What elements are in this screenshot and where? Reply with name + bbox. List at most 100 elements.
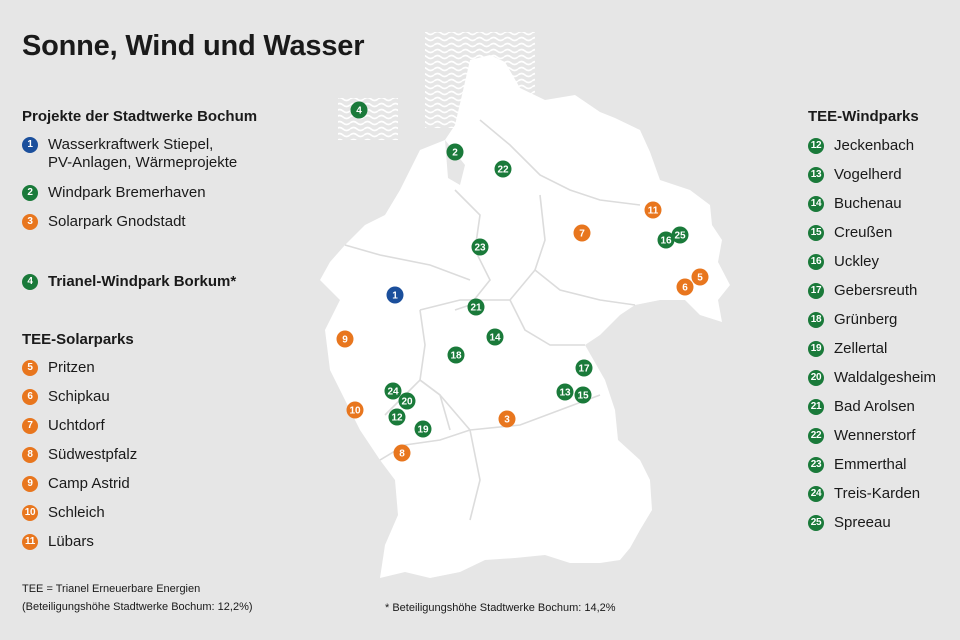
list-item: 8 Südwestpfalz: [22, 446, 137, 464]
marker-circle: [644, 201, 662, 219]
stadtwerke-list: 1 Wasserkraftwerk Stiepel, PV-Anlagen, W…: [22, 136, 237, 231]
item-label: Zellertal: [834, 340, 888, 357]
marker-number: 25: [674, 231, 686, 242]
item-label: Creußen: [834, 224, 893, 241]
marker-circle: [393, 444, 411, 462]
list-item: 7 Uchtdorf: [22, 417, 137, 435]
list-item: 3 Solarpark Gnodstadt: [22, 213, 237, 231]
marker-circle: [676, 278, 694, 296]
marker-number: 7: [579, 229, 585, 240]
marker-badge: 22: [808, 428, 824, 444]
tee-footnote: TEE = Trianel Erneuerbare Energien (Bete…: [22, 580, 253, 616]
marker-circle: [657, 231, 675, 249]
marker-circle: [556, 383, 574, 401]
list-item: 11 Lübars: [22, 533, 137, 551]
list-item: 13 Vogelherd: [808, 166, 936, 184]
marker-number: 14: [489, 333, 501, 344]
marker-badge: 5: [22, 360, 38, 376]
item-label: Waldalgesheim: [834, 369, 936, 386]
map-marker: 14: [486, 328, 504, 346]
list-item: 25 Spreeau: [808, 514, 936, 532]
list-item: 20 Waldalgesheim: [808, 369, 936, 387]
marker-badge: 20: [808, 370, 824, 386]
marker-number: 17: [578, 364, 590, 375]
map-marker: 7: [573, 224, 591, 242]
map-marker: 15: [574, 386, 592, 404]
map-marker: 13: [556, 383, 574, 401]
map-marker: 4: [350, 101, 368, 119]
marker-circle: [498, 410, 516, 428]
sea-area-west: [338, 98, 398, 140]
marker-circle: [573, 224, 591, 242]
marker-badge: 18: [808, 312, 824, 328]
map-marker: 16: [657, 231, 675, 249]
map-marker: 5: [691, 268, 709, 286]
marker-badge: 25: [808, 515, 824, 531]
list-item: 12 Jeckenbach: [808, 137, 936, 155]
map-marker: 21: [467, 298, 485, 316]
marker-circle: [398, 392, 416, 410]
list-item: 1 Wasserkraftwerk Stiepel, PV-Anlagen, W…: [22, 136, 237, 172]
marker-number: 4: [356, 106, 362, 117]
map-marker: 11: [644, 201, 662, 219]
marker-badge: 2: [22, 185, 38, 201]
marker-badge: 14: [808, 196, 824, 212]
map-marker: 12: [388, 408, 406, 426]
list-item: 24 Treis-Karden: [808, 485, 936, 503]
marker-number: 16: [660, 236, 672, 247]
marker-circle: [575, 359, 593, 377]
marker-badge: 1: [22, 137, 38, 153]
marker-circle: [336, 330, 354, 348]
marker-circle: [386, 286, 404, 304]
marker-badge: 10: [22, 505, 38, 521]
marker-badge: 4: [22, 274, 38, 290]
item-label: Uckley: [834, 253, 880, 270]
germany-outline: [320, 55, 730, 578]
map-marker: 3: [498, 410, 516, 428]
list-item: 6 Schipkau: [22, 388, 137, 406]
wind-heading: TEE-Windparks: [808, 108, 919, 125]
marker-circle: [671, 226, 689, 244]
list-item: 21 Bad Arolsen: [808, 398, 936, 416]
marker-circle: [346, 401, 364, 419]
item-label: Pritzen: [48, 359, 95, 376]
list-item: 17 Gebersreuth: [808, 282, 936, 300]
item-label: Wasserkraftwerk Stiepel, PV-Anlagen, Wär…: [48, 136, 238, 171]
map-marker: 18: [447, 346, 465, 364]
marker-badge: 19: [808, 341, 824, 357]
marker-number: 20: [401, 397, 413, 408]
tee-footnote-line1: TEE = Trianel Erneuerbare Energien: [22, 583, 201, 595]
item-label: Gebersreuth: [834, 282, 918, 299]
marker-badge: 11: [22, 534, 38, 550]
solar-list: 5 Pritzen 6 Schipkau 7 Uchtdorf 8 Südwestpfalz 9…: [22, 359, 137, 562]
list-item: 5 Pritzen: [22, 359, 137, 377]
marker-circle: [414, 420, 432, 438]
item-label: Schipkau: [48, 388, 110, 405]
map-marker: 8: [393, 444, 411, 462]
item-label: Windpark Bremerhaven: [48, 184, 206, 201]
item-label: Emmerthal: [834, 456, 907, 473]
marker-badge: 17: [808, 283, 824, 299]
map-marker: 20: [398, 392, 416, 410]
list-item: 22 Wennerstorf: [808, 427, 936, 445]
page-title: Sonne, Wind und Wasser: [22, 30, 365, 62]
map-marker: 6: [676, 278, 694, 296]
marker-circle: [494, 160, 512, 178]
item-label: Solarpark Gnodstadt: [48, 213, 186, 230]
marker-number: 15: [577, 391, 589, 402]
map-marker: 25: [671, 226, 689, 244]
marker-number: 21: [470, 303, 482, 314]
solar-heading: TEE-Solarparks: [22, 331, 134, 348]
list-item: 10 Schleich: [22, 504, 137, 522]
marker-number: 1: [392, 291, 398, 302]
marker-number: 12: [391, 413, 403, 424]
map-marker: 17: [575, 359, 593, 377]
marker-circle: [691, 268, 709, 286]
item-label: Südwestpfalz: [48, 446, 138, 463]
marker-badge: 24: [808, 486, 824, 502]
marker-number: 3: [504, 415, 510, 426]
marker-badge: 7: [22, 418, 38, 434]
marker-circle: [467, 298, 485, 316]
item-label: Wennerstorf: [834, 427, 916, 444]
marker-badge: 15: [808, 225, 824, 241]
